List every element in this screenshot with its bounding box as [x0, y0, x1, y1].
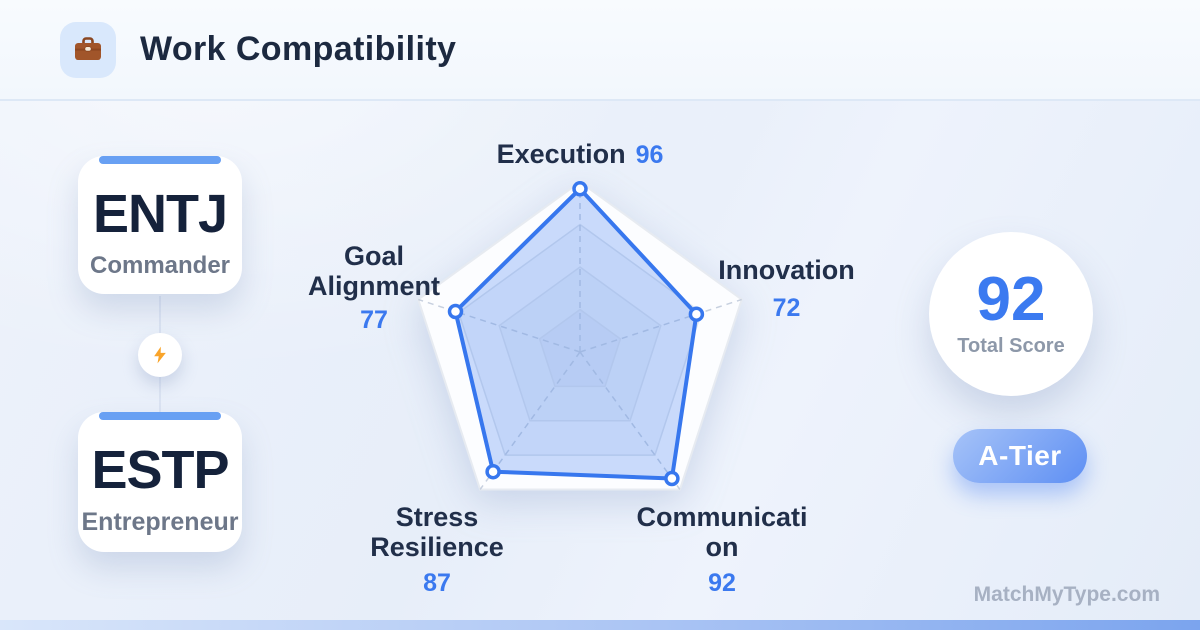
total-score-circle: 92 Total Score [929, 232, 1093, 396]
card-accent-bar [99, 156, 221, 164]
axis-value: 92 [708, 569, 736, 597]
tier-badge: A-Tier [953, 429, 1087, 483]
type-code: ESTP [91, 440, 229, 500]
type-card-entj: ENTJ Commander [78, 156, 242, 294]
type-code: ENTJ [92, 184, 228, 244]
type-card-estp: ESTP Entrepreneur [78, 412, 242, 552]
header: Work Compatibility [0, 0, 1200, 101]
axis-label-execution: Execution 96 [430, 139, 730, 170]
type-name: Entrepreneur [81, 508, 239, 536]
card-accent-bar [99, 412, 221, 420]
type-name: Commander [89, 252, 231, 279]
watermark: MatchMyType.com [973, 583, 1160, 606]
lightning-bolt-icon [154, 346, 166, 364]
radar-chart [417, 180, 743, 491]
axis-value: 77 [360, 306, 388, 334]
axis-name: Communication [636, 502, 808, 562]
page-title: Work Compatibility [140, 30, 457, 68]
axis-label-communication: Communication 92 [632, 502, 812, 598]
axis-label-stress-resilience: Stress Resilience 87 [347, 502, 527, 598]
axis-label-innovation: Innovation 72 [689, 255, 884, 323]
axis-value: 72 [772, 294, 801, 322]
versus-badge [138, 333, 182, 377]
axis-name: Innovation [718, 255, 855, 285]
total-score-label: Total Score [957, 334, 1065, 357]
tier-badge-label: A-Tier [978, 440, 1062, 471]
axis-name: Execution [496, 139, 626, 169]
briefcase-icon [60, 21, 116, 78]
total-score-value: 92 [976, 264, 1046, 334]
axis-label-goal-alignment: Goal Alignment 77 [284, 241, 464, 335]
axis-value: 96 [635, 141, 664, 169]
axis-name: Goal Alignment [308, 241, 440, 301]
bottom-accent-bar [0, 620, 1200, 630]
axis-value: 87 [423, 569, 451, 597]
axis-name: Stress Resilience [370, 502, 504, 562]
